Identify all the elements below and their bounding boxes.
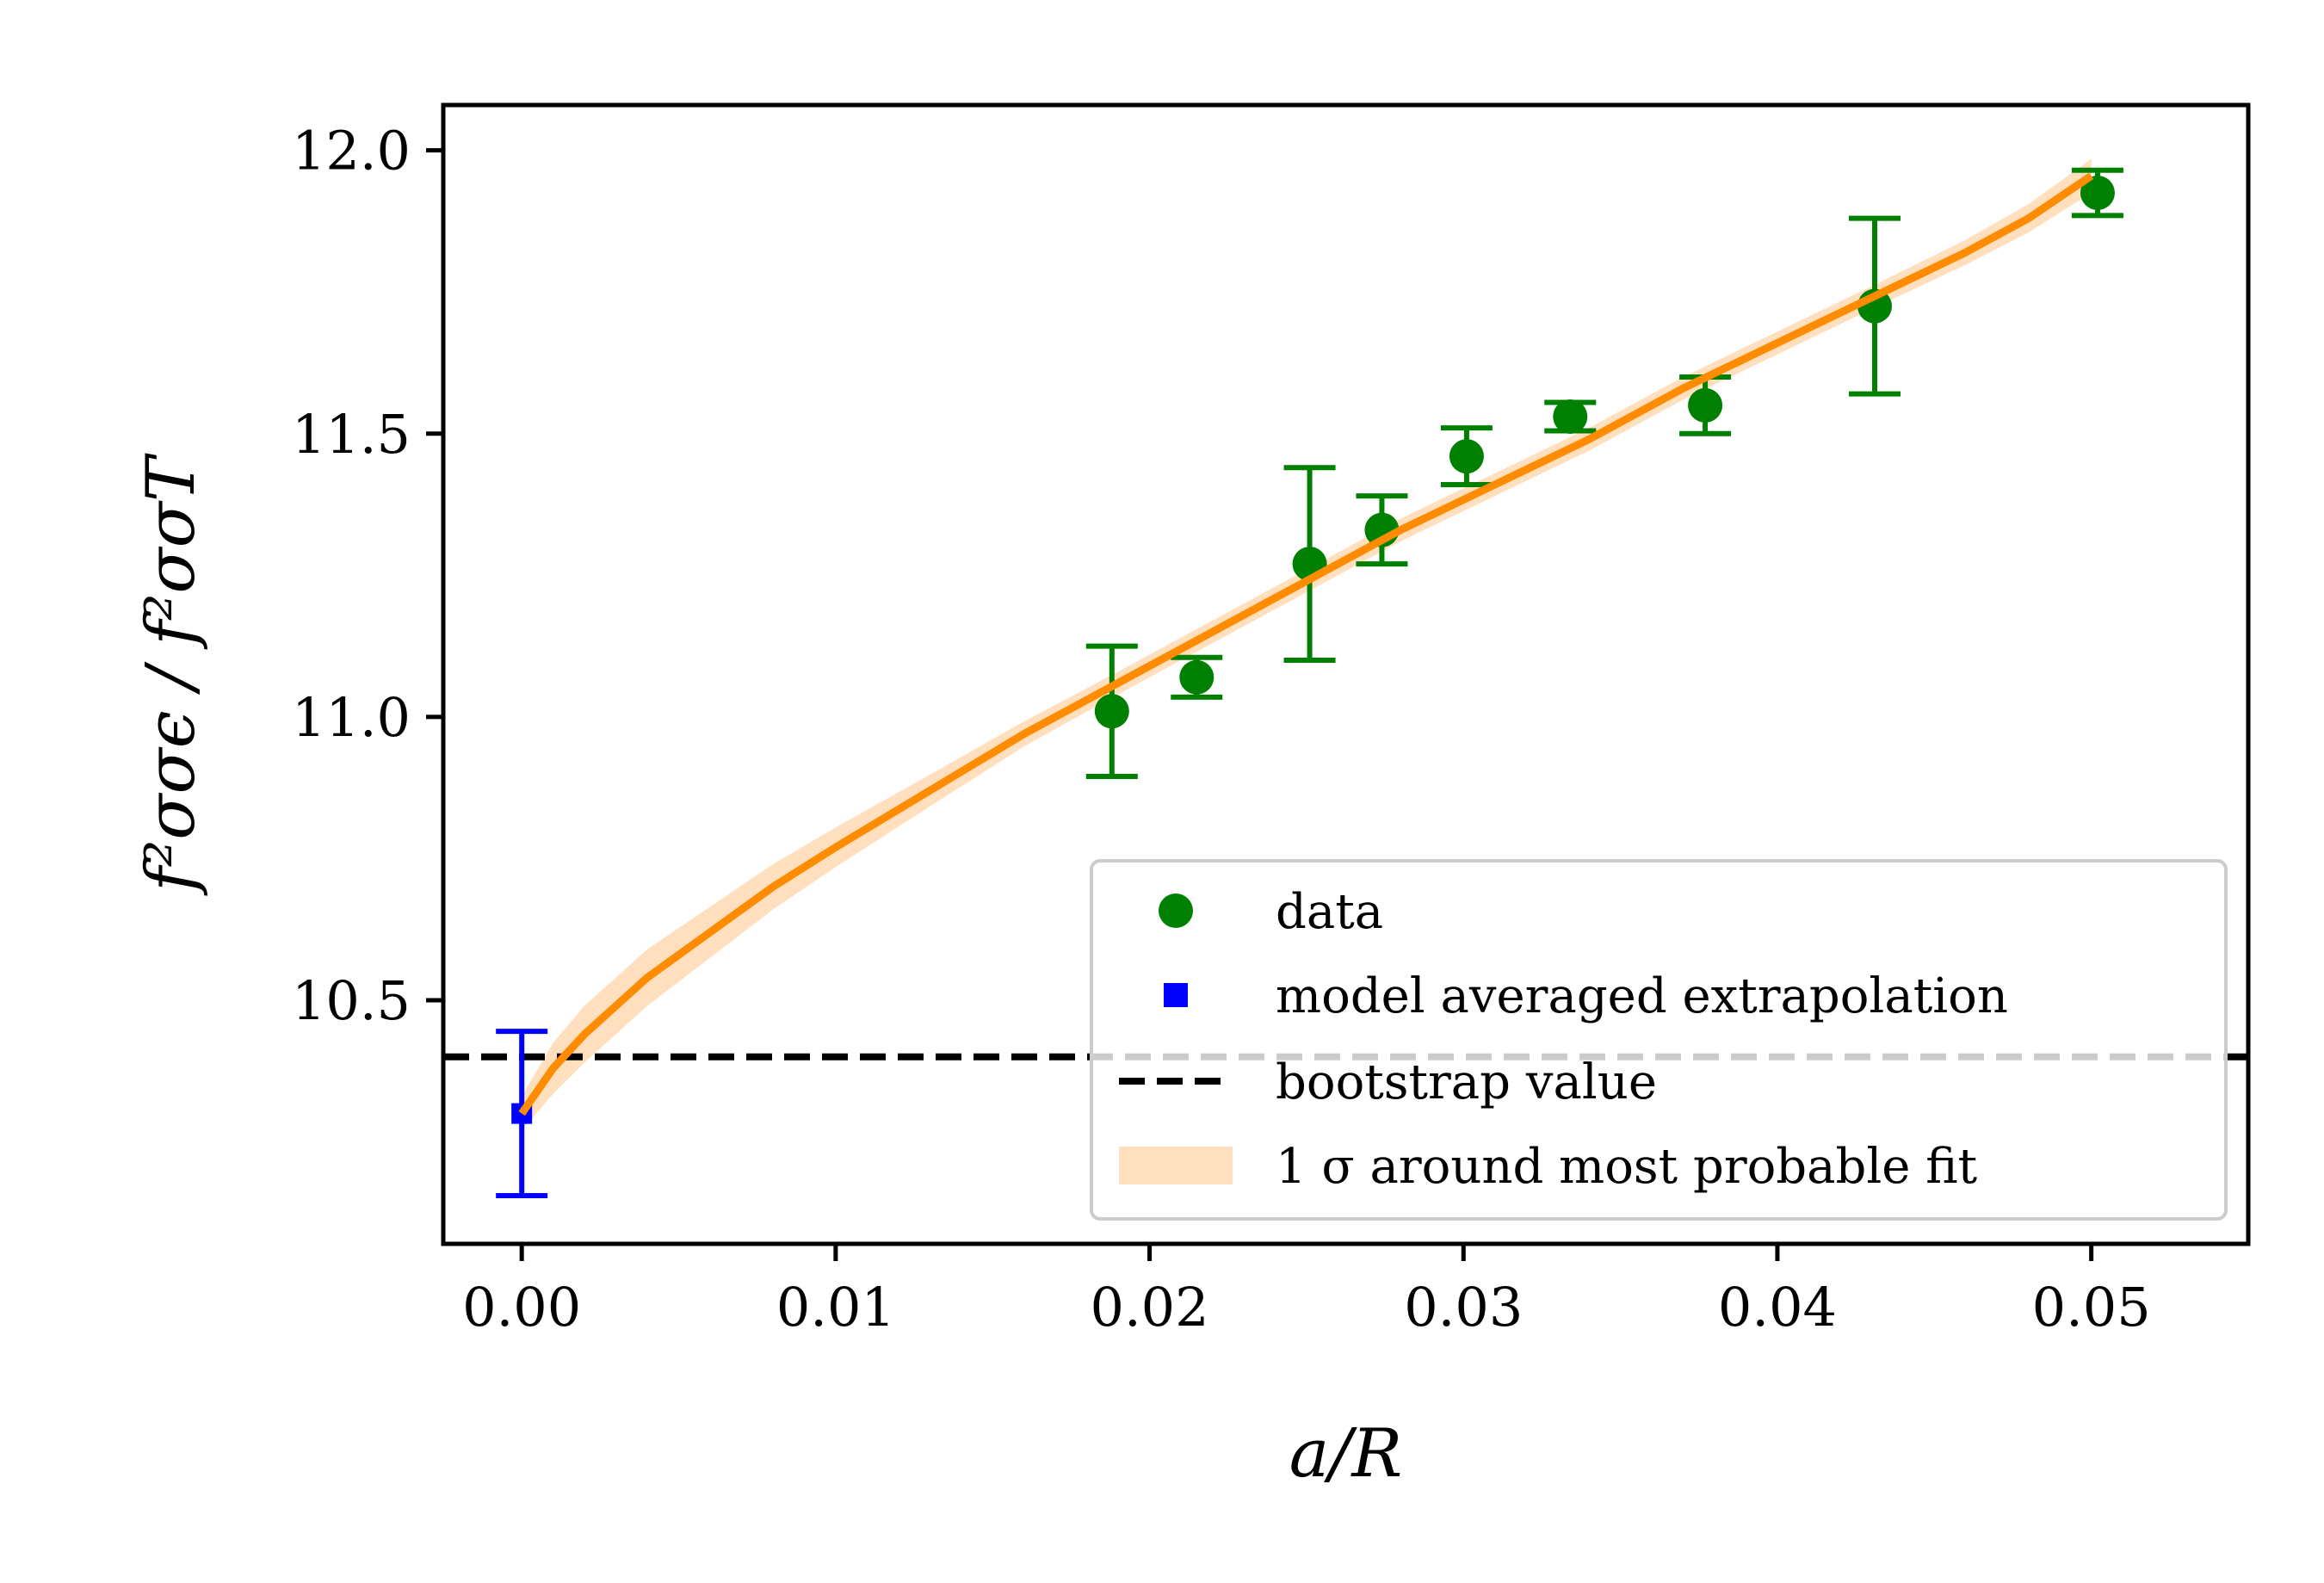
data-marker	[1688, 387, 1723, 423]
data-marker	[1449, 439, 1484, 474]
y-tick-label: 10.5	[292, 969, 411, 1032]
data-marker	[1094, 694, 1129, 729]
legend-data-marker	[1159, 894, 1193, 928]
plot-area	[443, 158, 2248, 1199]
y-axis-label: f²σσϵ / f²σσT	[133, 453, 210, 896]
x-axis-label: a/R	[1289, 1415, 1403, 1493]
x-tick-label: 0.05	[2032, 1276, 2151, 1339]
x-tick-label: 0.01	[776, 1276, 895, 1339]
legend-band-label: 1 σ around most probable fit	[1276, 1139, 1978, 1195]
x-tick-label: 0.00	[462, 1276, 581, 1339]
plot-frame	[441, 102, 2251, 1246]
legend-extrapolation-marker	[1164, 983, 1188, 1007]
data-point-6	[1544, 399, 1597, 435]
data-marker	[1179, 659, 1215, 695]
legend-entry-bootstrap: bootstrap value	[1119, 1054, 1657, 1110]
legend-band-swatch	[1119, 1147, 1233, 1184]
data-point-9	[2071, 167, 2123, 219]
legend-entry-band: 1 σ around most probable fit	[1119, 1139, 1978, 1195]
data-point-3	[1283, 465, 1336, 664]
legend-box	[1090, 859, 2228, 1221]
data-marker	[2080, 176, 2115, 211]
legend-bootstrap-label: bootstrap value	[1276, 1054, 1657, 1110]
data-marker	[1553, 399, 1588, 435]
axis-ticks: 0.00 0.01 0.02 0.03 0.04 0.05 10.5 11.0 11.5 12.0	[292, 120, 2151, 1339]
legend: data model averaged extrapolation bootstra…	[1090, 859, 2228, 1221]
data-point-1	[1085, 643, 1138, 779]
x-tick-label: 0.04	[1718, 1276, 1837, 1339]
legend-entries: data model averaged extrapolation bootstra…	[1119, 884, 2008, 1195]
data-point-2	[1171, 654, 1223, 700]
y-tick-label: 11.5	[292, 403, 411, 466]
x-tick-label: 0.02	[1091, 1276, 1209, 1339]
legend-data-label: data	[1276, 884, 1383, 940]
fit-line	[518, 172, 2094, 1116]
data-point-5	[1440, 425, 1493, 487]
y-tick-label: 12.0	[292, 120, 411, 182]
y-tick-label: 11.0	[292, 686, 411, 749]
legend-entry-data: data	[1159, 884, 1383, 940]
x-tick-label: 0.03	[1404, 1276, 1523, 1339]
legend-entry-extrapolation: model averaged extrapolation	[1164, 968, 2008, 1024]
legend-extrapolation-label: model averaged extrapolation	[1276, 968, 2008, 1024]
fit-band	[522, 158, 2092, 1131]
